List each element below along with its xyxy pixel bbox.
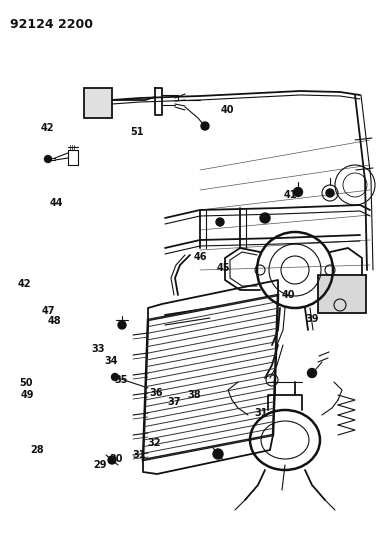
Circle shape bbox=[201, 122, 209, 130]
Text: 48: 48 bbox=[47, 317, 61, 326]
Text: 35: 35 bbox=[114, 375, 128, 385]
Text: 38: 38 bbox=[187, 390, 201, 400]
Text: 51: 51 bbox=[130, 127, 144, 136]
Text: 50: 50 bbox=[19, 378, 33, 387]
Circle shape bbox=[326, 189, 334, 197]
Text: 32: 32 bbox=[147, 438, 161, 448]
Text: 49: 49 bbox=[21, 390, 34, 400]
Text: 45: 45 bbox=[217, 263, 231, 272]
Text: 36: 36 bbox=[149, 389, 163, 398]
Bar bbox=[318, 275, 366, 313]
Text: 44: 44 bbox=[50, 198, 63, 208]
Text: 29: 29 bbox=[93, 461, 107, 470]
Circle shape bbox=[45, 156, 51, 163]
Text: 31: 31 bbox=[254, 408, 268, 418]
Circle shape bbox=[293, 188, 303, 197]
Text: 92124 2200: 92124 2200 bbox=[10, 18, 93, 31]
Text: 33: 33 bbox=[91, 344, 105, 354]
Circle shape bbox=[108, 456, 116, 464]
Circle shape bbox=[260, 213, 270, 223]
Text: 40: 40 bbox=[282, 290, 295, 300]
Text: 47: 47 bbox=[42, 306, 56, 316]
Text: 31: 31 bbox=[132, 450, 146, 460]
Circle shape bbox=[112, 374, 118, 381]
Text: 46: 46 bbox=[193, 253, 207, 262]
Text: 40: 40 bbox=[221, 106, 234, 115]
Bar bbox=[84, 88, 112, 118]
Text: 39: 39 bbox=[306, 314, 319, 324]
Text: 28: 28 bbox=[30, 446, 44, 455]
Text: 30: 30 bbox=[109, 455, 123, 464]
Circle shape bbox=[307, 368, 317, 377]
Text: 37: 37 bbox=[168, 397, 181, 407]
Circle shape bbox=[216, 218, 224, 226]
Circle shape bbox=[118, 321, 126, 329]
Circle shape bbox=[213, 449, 223, 459]
Text: 42: 42 bbox=[18, 279, 32, 288]
Text: 42: 42 bbox=[40, 123, 54, 133]
Text: 41: 41 bbox=[283, 190, 297, 199]
Polygon shape bbox=[143, 295, 278, 460]
Text: 34: 34 bbox=[104, 357, 118, 366]
